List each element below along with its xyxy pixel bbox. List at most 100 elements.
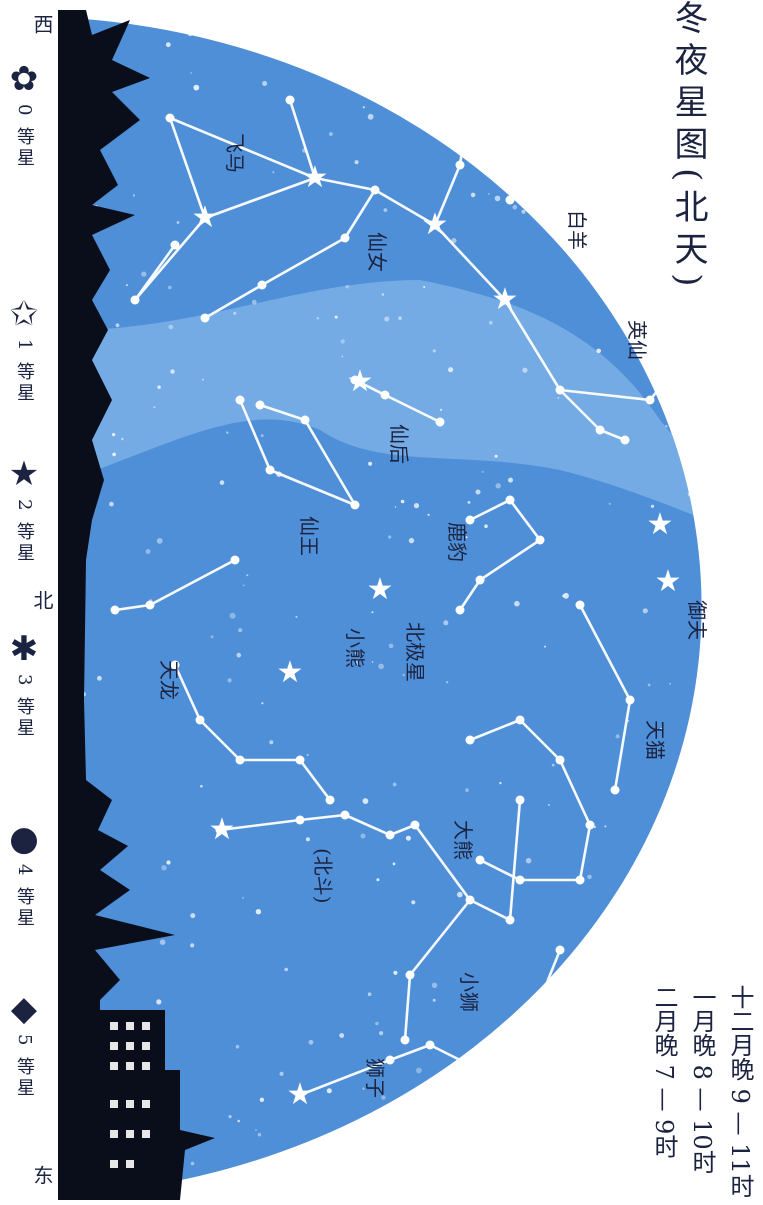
chart-title: 冬夜星图(北天)	[668, 0, 708, 295]
faint-star-102	[557, 397, 560, 399]
faint-star-173	[687, 491, 693, 497]
faint-star-178	[600, 56, 605, 60]
bright-star-4: ★	[537, 160, 564, 195]
star-30	[235, 395, 245, 405]
star-62	[585, 820, 595, 830]
faint-star-181	[262, 81, 268, 86]
faint-star-196	[627, 720, 630, 722]
faint-star-133	[316, 316, 320, 320]
star-82	[485, 1115, 495, 1125]
star-60	[515, 715, 525, 725]
faint-star-75	[665, 424, 668, 428]
faint-star-198	[563, 592, 569, 599]
faint-star-115	[511, 38, 513, 40]
star-31	[265, 465, 275, 475]
faint-star-207	[381, 1095, 386, 1100]
faint-star-1	[371, 611, 374, 614]
star-56	[340, 810, 350, 820]
faint-star-140	[242, 584, 245, 587]
faint-star-169	[587, 874, 592, 880]
star-67	[465, 895, 475, 905]
star-64	[515, 875, 525, 885]
faint-star-103	[371, 661, 374, 663]
faint-star-49	[512, 204, 518, 210]
faint-star-46	[508, 477, 513, 483]
faint-star-14	[109, 501, 114, 507]
faint-star-183	[233, 311, 237, 315]
faint-star-205	[638, 1049, 644, 1055]
faint-star-218	[190, 913, 196, 919]
star-36	[380, 390, 390, 400]
faint-star-8	[190, 1161, 195, 1166]
faint-star-79	[238, 628, 243, 633]
star-4	[200, 213, 210, 223]
label-pegasus: 飞马	[223, 133, 247, 173]
constellation-line-17	[413, 798, 522, 922]
faint-star-160	[354, 160, 359, 165]
faint-star-213	[724, 450, 729, 455]
faint-star-137	[295, 615, 298, 618]
faint-star-118	[246, 574, 249, 577]
flower-star-icon: ✿	[9, 59, 39, 99]
label-andromeda: 仙女	[365, 232, 389, 272]
faint-star-11	[235, 1044, 240, 1049]
faint-star-163	[604, 825, 607, 828]
faint-star-84	[187, 30, 193, 37]
faint-star-43	[405, 835, 411, 841]
faint-star-100	[145, 549, 151, 554]
faint-star-157	[228, 1115, 232, 1119]
faint-star-96	[384, 316, 390, 322]
faint-star-4	[521, 209, 526, 214]
star-47	[145, 600, 155, 610]
star-72	[400, 1035, 410, 1045]
label-polaris: 北极星	[403, 622, 427, 682]
star-59	[465, 735, 475, 745]
star-40	[535, 535, 545, 545]
faint-star-91	[427, 1113, 430, 1116]
faint-star-92	[132, 194, 135, 197]
faint-star-53	[279, 1071, 284, 1076]
faint-star-129	[448, 367, 454, 373]
faint-star-16	[367, 992, 372, 996]
faint-star-139	[494, 195, 501, 202]
faint-star-197	[168, 324, 174, 330]
star-44	[625, 695, 635, 705]
faint-star-70	[446, 681, 449, 684]
faint-star-186	[392, 862, 396, 866]
label-perseus: 英仙	[625, 320, 649, 360]
faint-star-175	[400, 499, 405, 504]
star-15	[257, 280, 267, 290]
faint-star-187	[392, 1153, 399, 1159]
faint-star-134	[176, 221, 180, 224]
faint-star-192	[416, 1067, 422, 1074]
faint-star-150	[388, 643, 394, 649]
label-leo: 狮子	[363, 1058, 387, 1098]
faint-star-44	[437, 1166, 442, 1171]
faint-star-7	[354, 660, 360, 666]
faint-star-206	[229, 612, 236, 619]
faint-star-54	[626, 233, 630, 237]
constellation-line-4	[203, 188, 377, 320]
faint-star-193	[353, 651, 357, 655]
star-65	[475, 855, 485, 865]
label-cepheus: 仙王	[297, 516, 321, 556]
faint-star-39	[368, 461, 373, 466]
faint-star-38	[202, 378, 204, 381]
faint-star-132	[388, 535, 392, 539]
star-19	[463, 100, 473, 110]
faint-star-149	[156, 999, 162, 1005]
horizon-silhouette	[58, 10, 215, 1200]
faint-star-90	[115, 323, 120, 328]
star-54	[215, 825, 225, 835]
outline-star-icon: ✩	[9, 294, 39, 334]
faint-star-69	[713, 729, 716, 732]
star-51	[235, 755, 245, 765]
faint-star-30	[404, 88, 408, 92]
star-77	[295, 1090, 305, 1100]
faint-star-18	[255, 909, 262, 915]
star-80	[555, 945, 565, 955]
faint-star-56	[398, 316, 402, 320]
faint-star-74	[375, 1021, 379, 1026]
faint-star-179	[706, 899, 708, 901]
faint-star-12	[475, 489, 481, 495]
